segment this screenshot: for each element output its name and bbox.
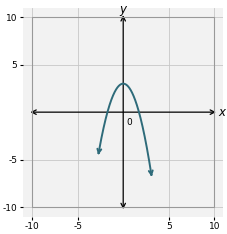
Text: y: y bbox=[119, 3, 126, 16]
Text: 0: 0 bbox=[125, 118, 131, 127]
Text: x: x bbox=[217, 106, 224, 119]
